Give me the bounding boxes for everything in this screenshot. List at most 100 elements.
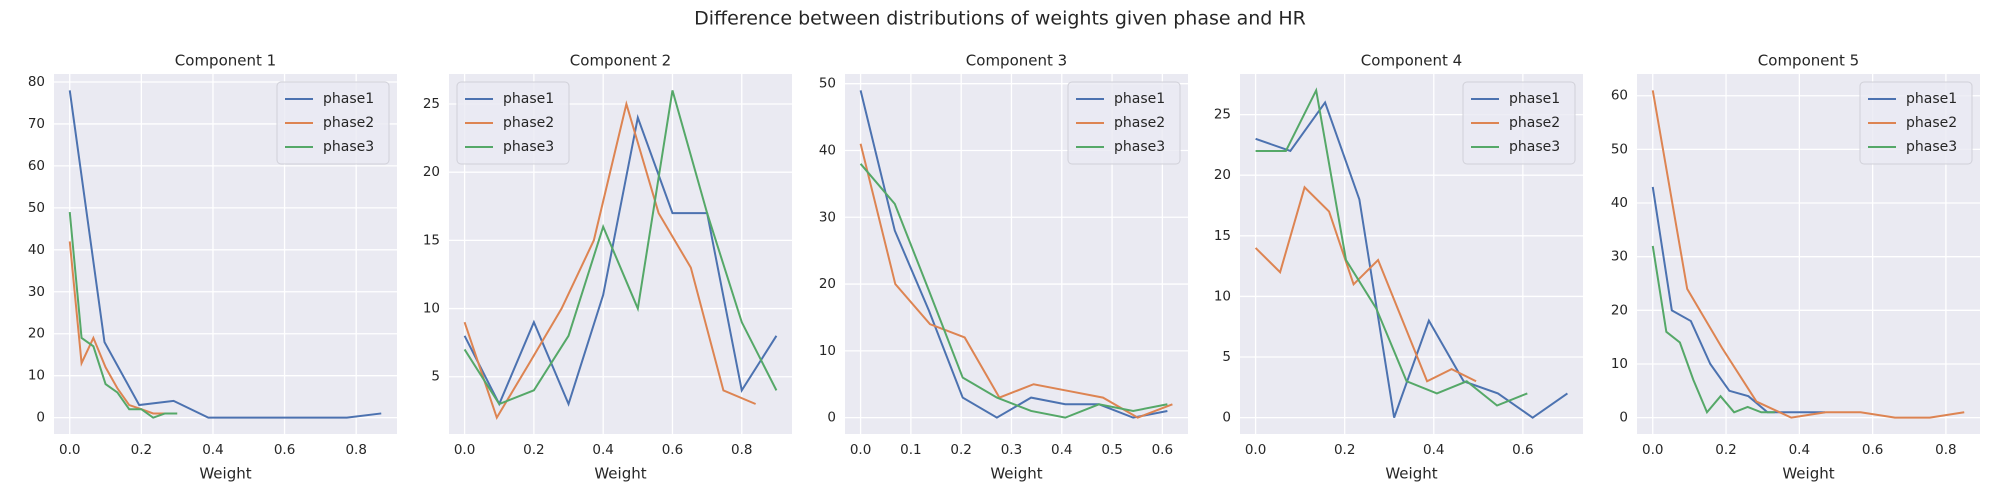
series-line — [68, 241, 178, 415]
y-tick-label: 30 — [1611, 249, 1628, 265]
figure-title: Difference between distributions of weig… — [694, 8, 1306, 30]
x-tick-label: 0.0 — [1642, 442, 1663, 458]
legend-label: phase1 — [323, 91, 374, 107]
series-line — [463, 113, 778, 407]
legend-label: phase2 — [503, 115, 554, 131]
x-tick-label: 0.4 — [202, 442, 223, 458]
x-tick-label: 0.4 — [1423, 442, 1444, 458]
legend-box — [276, 81, 390, 165]
legend-box — [1859, 81, 1973, 165]
x-tick-label: 0.2 — [1715, 442, 1736, 458]
y-tick-label: 25 — [1214, 107, 1231, 123]
y-tick-label: 10 — [819, 343, 836, 359]
x-tick-label: 0.1 — [900, 442, 921, 458]
x-tick-label: 0.0 — [1245, 442, 1266, 458]
x-tick-label: 0.8 — [1935, 442, 1956, 458]
subplot: Component 2 Weight 0.0 0.2 0.4 0.6 0.8 5 10 15 20 2… — [423, 52, 792, 483]
y-tick-label: 40 — [1611, 195, 1628, 211]
series-line — [1651, 245, 1775, 415]
y-tick-label: 70 — [28, 116, 45, 132]
x-tick-label: 0.5 — [1101, 442, 1122, 458]
series-line — [1651, 90, 1965, 419]
y-tick-label: 80 — [28, 74, 45, 90]
subplot-title: Component 5 — [1758, 52, 1859, 70]
legend-label: phase1 — [1906, 91, 1957, 107]
legend-box — [1462, 81, 1576, 165]
x-tick-label: 0.6 — [662, 442, 683, 458]
x-tick-label: 0.8 — [345, 442, 366, 458]
legend-label: phase2 — [1509, 115, 1560, 131]
x-tick-label: 0.6 — [1512, 442, 1533, 458]
y-tick-label: 5 — [1222, 349, 1231, 365]
x-tick-label: 0.2 — [1334, 442, 1355, 458]
series-line — [463, 90, 778, 406]
y-tick-label: 40 — [28, 242, 45, 258]
y-tick-label: 30 — [28, 284, 45, 300]
y-tick-label: 10 — [423, 301, 440, 317]
x-axis-label: Weight — [1782, 465, 1834, 483]
series-line — [859, 163, 1168, 419]
y-tick-label: 20 — [1214, 167, 1231, 183]
series-line — [1651, 186, 1825, 414]
legend-label: phase2 — [1114, 115, 1165, 131]
y-tick-label: 15 — [423, 232, 440, 248]
x-tick-label: 0.2 — [131, 442, 152, 458]
legend-label: phase1 — [1509, 91, 1560, 107]
y-tick-label: 50 — [1611, 141, 1628, 157]
series-line — [1254, 185, 1477, 383]
x-axis-label: Weight — [990, 465, 1042, 483]
y-tick-label: 10 — [1214, 288, 1231, 304]
y-tick-label: 15 — [1214, 228, 1231, 244]
series-line — [68, 211, 178, 419]
legend-label: phase3 — [323, 139, 374, 155]
legend-label: phase3 — [1509, 139, 1560, 155]
series-line — [1255, 87, 1528, 407]
y-tick-label: 50 — [28, 200, 45, 216]
series-line — [859, 90, 1168, 419]
legend-label: phase3 — [1906, 139, 1957, 155]
y-tick-label: 40 — [819, 142, 836, 158]
subplot-title: Component 2 — [570, 52, 671, 70]
x-tick-label: 0.4 — [592, 442, 613, 458]
subplot-title: Component 4 — [1361, 52, 1462, 70]
subplot: Component 3 Weight 0.0 0.1 0.2 0.3 0.4 0.5 0.6 0 1… — [819, 52, 1188, 483]
subplot: Component 1 Weight 0.0 0.2 0.4 0.6 0.8 0 10 20 30 4… — [28, 52, 397, 483]
series-line — [1255, 100, 1568, 419]
subplot: Component 5 Weight 0.0 0.2 0.4 0.6 0.8 0 10 20 30 4… — [1611, 52, 1980, 483]
y-tick-label: 10 — [28, 368, 45, 384]
y-tick-label: 0 — [1222, 410, 1231, 426]
y-tick-label: 0 — [36, 410, 45, 426]
legend-label: phase2 — [1906, 115, 1957, 131]
x-tick-label: 0.4 — [1051, 442, 1072, 458]
x-tick-label: 0.8 — [731, 442, 752, 458]
x-tick-label: 0.2 — [523, 442, 544, 458]
legend-label: phase3 — [1114, 139, 1165, 155]
x-tick-label: 0.3 — [1001, 442, 1022, 458]
y-tick-label: 20 — [819, 276, 836, 292]
y-tick-label: 0 — [827, 410, 836, 426]
x-axis-label: Weight — [1385, 465, 1437, 483]
legend-label: phase1 — [1114, 91, 1165, 107]
y-tick-label: 5 — [431, 369, 440, 385]
x-tick-label: 0.0 — [454, 442, 475, 458]
subplot-title: Component 1 — [175, 52, 276, 70]
series-line — [68, 90, 382, 419]
x-tick-label: 0.6 — [1152, 442, 1173, 458]
legend-box — [456, 81, 570, 165]
x-tick-label: 0.2 — [950, 442, 971, 458]
y-tick-label: 20 — [1611, 302, 1628, 318]
y-tick-label: 60 — [28, 158, 45, 174]
y-tick-label: 20 — [423, 164, 440, 180]
legend-label: phase2 — [323, 115, 374, 131]
y-tick-label: 50 — [819, 76, 836, 92]
legend-label: phase1 — [503, 91, 554, 107]
legend-box — [1067, 81, 1181, 165]
x-tick-label: 0.6 — [1862, 442, 1883, 458]
x-tick-label: 0.6 — [274, 442, 295, 458]
x-tick-label: 0.4 — [1789, 442, 1810, 458]
y-tick-label: 0 — [1619, 410, 1628, 426]
x-axis-label: Weight — [594, 465, 646, 483]
subplot: Component 4 Weight 0.0 0.2 0.4 0.6 0 5 10 15 20 25 p… — [1214, 52, 1583, 483]
y-tick-label: 10 — [1611, 356, 1628, 372]
